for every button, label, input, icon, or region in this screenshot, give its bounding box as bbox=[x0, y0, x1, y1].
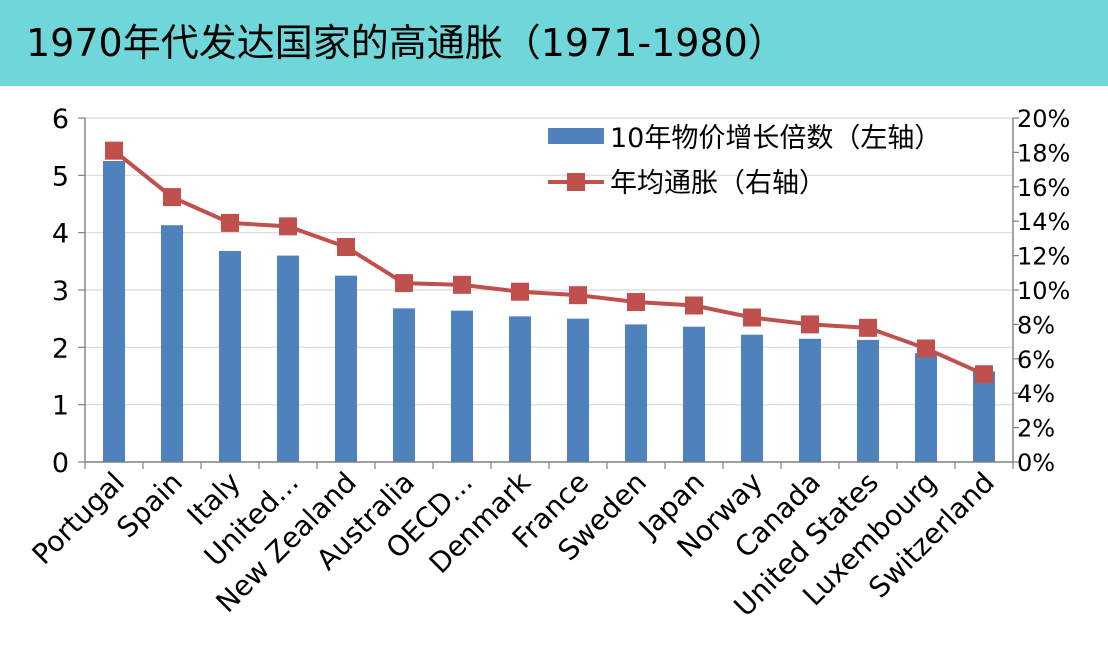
y-right-tick-label: 6% bbox=[1017, 346, 1055, 374]
inflation-line bbox=[112, 149, 985, 377]
bar bbox=[160, 225, 184, 462]
y-right-tick-label: 16% bbox=[1017, 174, 1070, 202]
bar-series bbox=[102, 161, 996, 462]
legend-bar-label: 10年物价增长倍数（左轴） bbox=[610, 123, 941, 154]
line-marker bbox=[569, 286, 587, 305]
y-left-tick-label: 1 bbox=[52, 391, 69, 422]
line-marker bbox=[105, 141, 123, 160]
line-marker bbox=[685, 296, 703, 315]
bar bbox=[450, 310, 474, 462]
bar bbox=[682, 326, 706, 462]
y-right-tick-label: 18% bbox=[1017, 139, 1070, 167]
y-right-tick-label: 8% bbox=[1017, 311, 1055, 339]
y-right-tick-label: 20% bbox=[1017, 105, 1070, 133]
bar bbox=[566, 318, 590, 462]
line-marker bbox=[627, 293, 645, 312]
y-right-tick-label: 0% bbox=[1017, 449, 1055, 477]
y-left-tick-label: 2 bbox=[52, 333, 69, 364]
line-marker bbox=[221, 213, 239, 232]
y-right-tick-label: 14% bbox=[1017, 208, 1070, 236]
bar bbox=[856, 339, 880, 462]
bar bbox=[508, 316, 532, 462]
legend-line-marker bbox=[567, 173, 585, 191]
y-left-tick-label: 4 bbox=[52, 219, 69, 250]
legend-bar-swatch bbox=[548, 128, 604, 144]
bar bbox=[972, 371, 996, 462]
bar bbox=[624, 324, 648, 462]
y-left-tick-label: 3 bbox=[52, 276, 69, 307]
line-marker bbox=[917, 339, 935, 358]
bar bbox=[102, 161, 126, 462]
bar bbox=[798, 338, 822, 462]
y-left-tick-label: 6 bbox=[52, 104, 69, 135]
bar bbox=[392, 308, 416, 462]
line-marker bbox=[163, 188, 181, 207]
y-left-tick-label: 5 bbox=[52, 161, 69, 192]
bar bbox=[334, 275, 358, 462]
bar bbox=[276, 255, 300, 462]
line-marker bbox=[337, 238, 355, 256]
bar bbox=[218, 251, 242, 462]
y-right-tick-label: 12% bbox=[1017, 243, 1070, 271]
legend: 10年物价增长倍数（左轴） 年均通胀（右轴） bbox=[548, 123, 941, 199]
page-title: 1970年代发达国家的高通胀（1971-1980） bbox=[26, 21, 786, 65]
x-category-label: Spain bbox=[110, 466, 189, 545]
line-marker bbox=[743, 308, 761, 327]
line-marker bbox=[801, 315, 819, 334]
line-marker bbox=[975, 365, 993, 384]
bar bbox=[740, 334, 764, 462]
y-right-tick-label: 10% bbox=[1017, 277, 1070, 305]
y-right-tick-label: 2% bbox=[1017, 415, 1055, 443]
axes bbox=[78, 117, 1019, 469]
y-left-tick-label: 0 bbox=[52, 448, 69, 479]
line-marker bbox=[395, 274, 413, 293]
y-right-tick-label: 4% bbox=[1017, 380, 1055, 408]
bar bbox=[914, 353, 938, 462]
line-marker bbox=[859, 318, 877, 337]
line-marker bbox=[279, 217, 297, 236]
line-marker bbox=[511, 282, 529, 301]
title-band bbox=[0, 0, 1108, 86]
legend-line-label: 年均通胀（右轴） bbox=[610, 168, 826, 199]
line-series bbox=[105, 141, 993, 384]
line-marker bbox=[453, 275, 471, 294]
